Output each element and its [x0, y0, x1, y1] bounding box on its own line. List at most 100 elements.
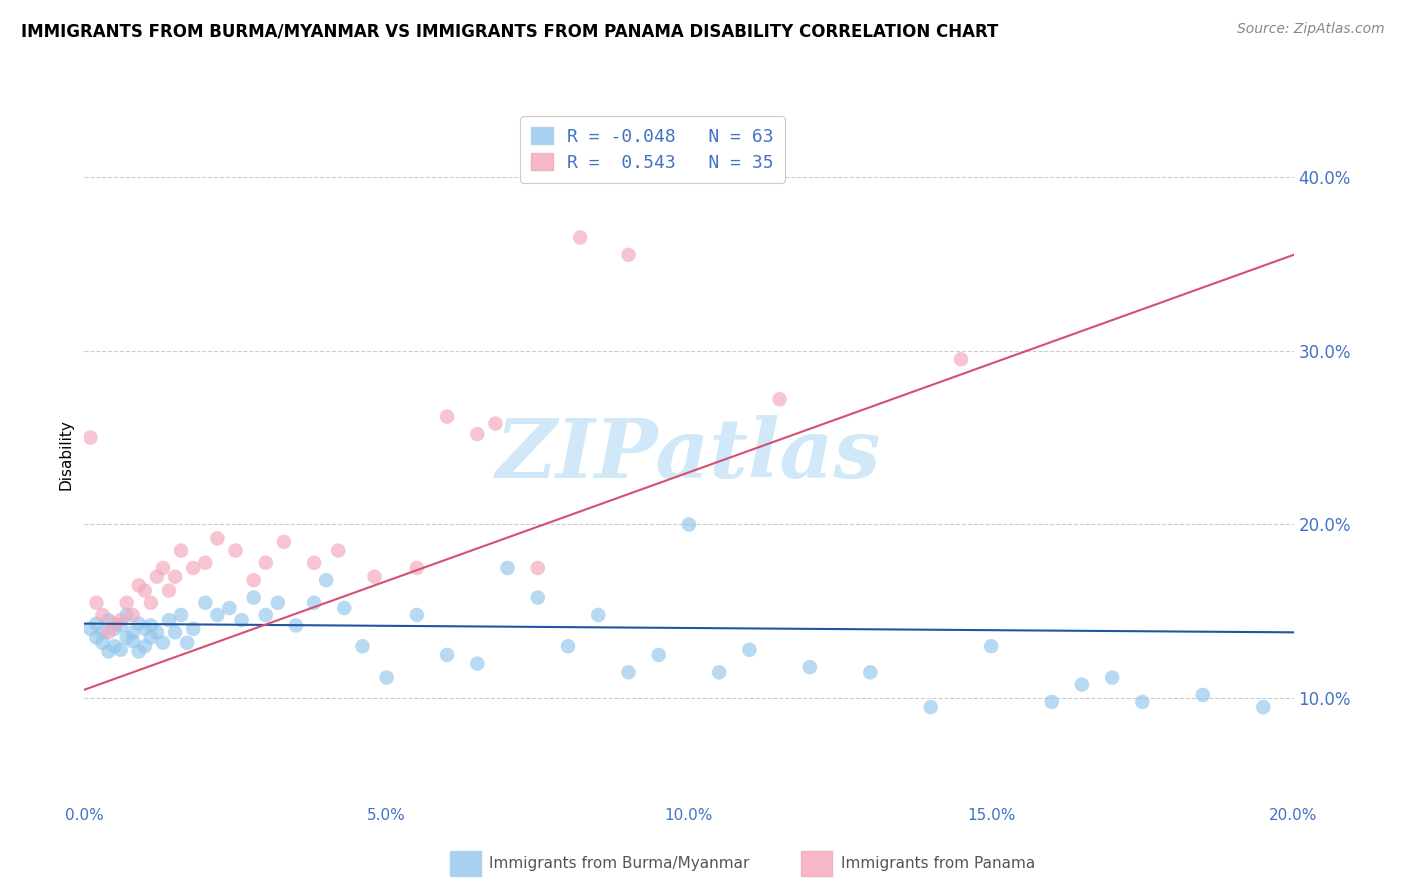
Point [484, 417, 506, 431]
Point [104, 616, 127, 631]
Point [176, 636, 198, 650]
Point [152, 636, 174, 650]
Point [352, 639, 374, 653]
Text: Immigrants from Panama: Immigrants from Panama [841, 856, 1035, 871]
Point [406, 561, 429, 575]
Point [363, 570, 385, 584]
Point [980, 639, 1002, 653]
Point [333, 601, 356, 615]
Point [104, 639, 127, 653]
Point [146, 625, 169, 640]
Text: IMMIGRANTS FROM BURMA/MYANMAR VS IMMIGRANTS FROM PANAMA DISABILITY CORRELATION C: IMMIGRANTS FROM BURMA/MYANMAR VS IMMIGRA… [21, 22, 998, 40]
Point [1191, 688, 1213, 702]
Point [207, 607, 229, 622]
Point [128, 616, 150, 631]
Point [128, 578, 150, 592]
Point [139, 596, 162, 610]
Point [139, 631, 162, 645]
Point [467, 657, 489, 671]
Point [97, 644, 120, 658]
Point [157, 583, 180, 598]
Point [115, 607, 138, 622]
Y-axis label: Disability: Disability [58, 419, 73, 491]
Point [181, 561, 204, 575]
Point [1101, 671, 1123, 685]
Text: ZIPatlas: ZIPatlas [496, 415, 882, 495]
Point [617, 665, 640, 680]
Point [769, 392, 792, 407]
Point [678, 517, 700, 532]
Point [163, 625, 186, 640]
Point [406, 607, 429, 622]
Point [121, 607, 143, 622]
Point [157, 613, 180, 627]
Point [302, 596, 325, 610]
Point [194, 596, 217, 610]
Point [242, 591, 264, 605]
Point [267, 596, 290, 610]
Point [170, 607, 193, 622]
Point [139, 618, 162, 632]
Text: Source: ZipAtlas.com: Source: ZipAtlas.com [1237, 22, 1385, 37]
Point [194, 556, 217, 570]
Point [496, 561, 519, 575]
Point [79, 622, 101, 636]
Point [91, 607, 114, 622]
Point [526, 591, 548, 605]
Point [110, 642, 132, 657]
Point [218, 601, 240, 615]
Point [91, 636, 114, 650]
Point [86, 596, 108, 610]
Point [115, 631, 138, 645]
Point [254, 607, 277, 622]
Point [557, 639, 579, 653]
Point [86, 616, 108, 631]
Point [709, 665, 731, 680]
Point [91, 625, 114, 640]
Point [647, 648, 671, 662]
Point [79, 430, 101, 444]
Point [1130, 695, 1153, 709]
Point [163, 570, 186, 584]
Point [1071, 677, 1094, 691]
Point [950, 352, 973, 367]
Point [328, 543, 350, 558]
Point [436, 648, 458, 662]
Point [207, 532, 229, 546]
Point [110, 618, 132, 632]
Point [97, 625, 120, 640]
Point [152, 561, 174, 575]
Legend: R = -0.048   N = 63, R =  0.543   N = 35: R = -0.048 N = 63, R = 0.543 N = 35 [520, 116, 785, 183]
Point [526, 561, 548, 575]
Point [181, 622, 204, 636]
Text: Immigrants from Burma/Myanmar: Immigrants from Burma/Myanmar [489, 856, 749, 871]
Point [302, 556, 325, 570]
Point [115, 596, 138, 610]
Point [134, 639, 156, 653]
Point [86, 631, 108, 645]
Point [225, 543, 247, 558]
Point [273, 534, 295, 549]
Point [1040, 695, 1063, 709]
Point [375, 671, 398, 685]
Point [436, 409, 458, 424]
Point [128, 644, 150, 658]
Point [170, 543, 193, 558]
Point [315, 573, 337, 587]
Point [134, 622, 156, 636]
Point [799, 660, 821, 674]
Point [920, 700, 942, 714]
Point [104, 622, 127, 636]
Point [121, 625, 143, 640]
Point [254, 556, 277, 570]
Point [588, 607, 610, 622]
Point [231, 613, 253, 627]
Point [97, 613, 120, 627]
Point [134, 583, 156, 598]
Point [859, 665, 882, 680]
Point [110, 613, 132, 627]
Point [146, 570, 169, 584]
Point [738, 642, 761, 657]
Point [242, 573, 264, 587]
Point [467, 427, 489, 442]
